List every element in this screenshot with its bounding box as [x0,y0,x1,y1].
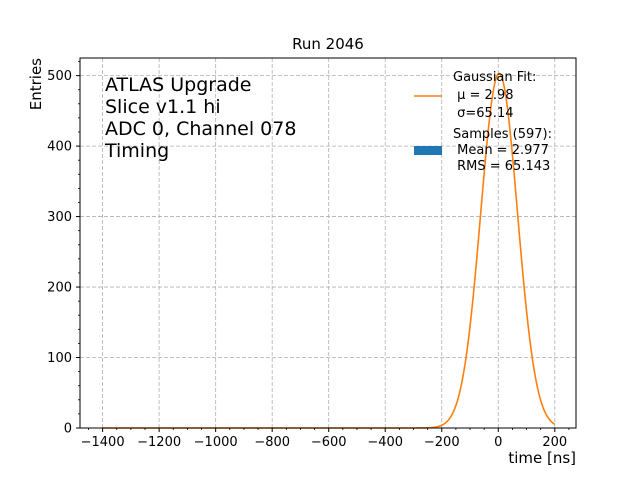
legend-samples-mean: Mean = 2.977 [453,143,549,158]
y-axis-label: Entries [27,58,45,110]
legend-samples-title: Samples (597): [453,127,552,142]
legend-samples-rms: RMS = 65.143 [453,159,550,174]
y-tick-label: 100 [47,351,72,366]
x-tick-label: −1400 [81,435,125,450]
x-tick-label: −1000 [194,435,238,450]
annotation-line-slice: Slice v1.1 hi [105,96,221,118]
y-axis-ticks: 0 100 200 300 400 500 [47,61,80,437]
annotation-line-experiment: ATLAS Upgrade [105,74,251,96]
x-tick-label: −200 [424,435,460,450]
legend-fit-sigma: σ=65.14 [453,106,513,121]
legend-samples-marker [414,146,442,155]
annotation-line-timing: Timing [104,140,169,162]
legend-fit-mu: μ = 2.98 [453,88,514,103]
y-tick-label: 0 [64,422,72,437]
annotation: ATLAS Upgrade Slice v1.1 hi ADC 0, Chann… [104,74,296,162]
legend: Gaussian Fit: μ = 2.98 σ=65.14 Samples (… [414,70,552,174]
x-tick-label: −400 [367,435,403,450]
chart-title: Run 2046 [292,35,364,53]
x-tick-label: −600 [311,435,347,450]
x-tick-label: −1200 [137,435,181,450]
y-tick-label: 500 [47,69,72,84]
legend-fit-title: Gaussian Fit: [453,70,536,85]
x-axis-ticks: −1400 −1200 −1000 −800 −600 −400 −200 0 200 [81,428,570,450]
plot-frame [79,57,577,429]
y-tick-label: 200 [47,281,72,296]
y-tick-label: 400 [47,140,72,155]
x-axis-label: time [ns] [508,449,576,467]
y-tick-label: 300 [47,210,72,225]
x-tick-label: 200 [542,435,567,450]
annotation-line-channel: ADC 0, Channel 078 [105,118,296,140]
x-tick-label: 0 [494,435,502,450]
x-tick-label: −800 [254,435,290,450]
